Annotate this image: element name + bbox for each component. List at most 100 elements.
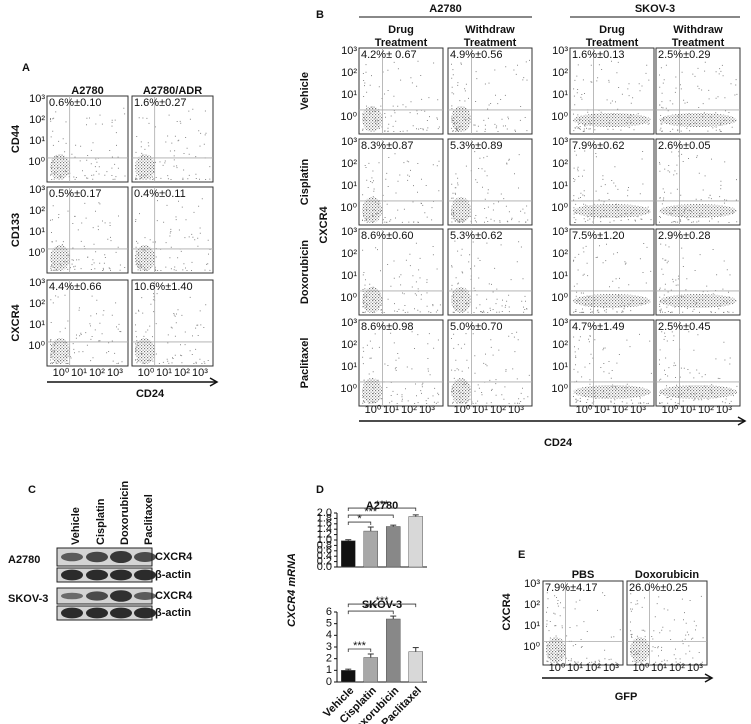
y-tick-label: 10² <box>29 205 45 217</box>
panel-label: D <box>316 484 324 496</box>
y-tick-label: 1.0 <box>317 534 332 546</box>
column-header: A2780/ADR <box>143 85 202 97</box>
y-tick-label: 10⁰ <box>340 202 357 214</box>
y-tick-label: 1.8 <box>317 512 332 524</box>
y-tick-label: 10¹ <box>29 226 45 238</box>
cell-cloud <box>135 154 155 180</box>
blot-band <box>134 569 156 581</box>
y-axis-label: CXCR4 <box>501 592 513 630</box>
y-tick-label: 3 <box>326 641 332 653</box>
x-tick-label: 10⁰ <box>53 367 70 379</box>
bar <box>386 526 401 568</box>
cell-cloud <box>451 106 471 132</box>
row-label: Doxorubicin <box>299 240 311 304</box>
row-label: CD133 <box>10 213 22 247</box>
percentage-label: 0.6%±0.10 <box>49 97 102 109</box>
x-tick-label: 10² <box>174 367 190 379</box>
y-tick-label: 0.4 <box>317 550 332 562</box>
significance-bracket <box>347 610 394 615</box>
percentage-label: 2.5%±0.29 <box>658 49 711 61</box>
y-tick-label: 10⁰ <box>523 641 540 653</box>
group-header: A2780 <box>429 3 461 15</box>
percentage-label: 5.0%±0.70 <box>450 321 503 333</box>
y-tick-label: 10³ <box>29 93 45 105</box>
bar <box>408 651 423 683</box>
x-tick-label: 10⁰ <box>454 404 471 416</box>
significance-label: *** <box>364 602 378 614</box>
x-tick-label: 10² <box>612 404 628 416</box>
blot-band <box>134 607 156 619</box>
cell-cloud <box>451 378 471 404</box>
scatter-dots <box>362 242 441 313</box>
column-header: Drug <box>599 24 625 36</box>
y-tick-label: 0.2 <box>317 556 332 568</box>
y-axis-label: CXCR4 mRNA <box>286 553 298 627</box>
bar <box>341 670 356 683</box>
y-tick-label: 10⁰ <box>551 202 568 214</box>
y-tick-label: 5 <box>326 618 332 630</box>
bar <box>386 618 401 683</box>
y-tick-label: 10³ <box>552 136 568 148</box>
y-tick-label: 10¹ <box>552 270 568 282</box>
x-tick-label: 10⁰ <box>633 662 650 674</box>
percentage-label: 10.6%±1.40 <box>134 281 193 293</box>
x-tick-label: 10² <box>585 662 601 674</box>
y-axis-label: CXCR4 <box>318 205 330 243</box>
column-header: Treatment <box>672 37 725 49</box>
x-tick-label: 10³ <box>508 404 524 416</box>
percentage-label: 8.6%±0.60 <box>361 230 414 242</box>
row-label: Paclitaxel <box>299 338 311 389</box>
cell-cloud <box>573 385 651 399</box>
y-tick-label: 0.6 <box>317 545 332 557</box>
y-tick-label: 10² <box>524 599 540 611</box>
x-tick-label: 10³ <box>716 404 732 416</box>
column-header: Treatment <box>464 37 517 49</box>
column-header: A2780 <box>71 85 103 97</box>
axis-arrow <box>209 377 219 387</box>
cell-cloud <box>451 287 471 313</box>
row-label: Cisplatin <box>299 158 311 205</box>
row-label: Vehicle <box>299 72 311 110</box>
x-axis-label: CD24 <box>544 437 573 449</box>
cell-cloud <box>451 197 471 223</box>
y-tick-label: 10² <box>29 298 45 310</box>
cell-line-label: A2780 <box>8 554 40 566</box>
y-tick-label: 2 <box>326 653 332 665</box>
cell-cloud <box>659 204 737 218</box>
y-tick-label: 10¹ <box>29 319 45 331</box>
significance-label: *** <box>353 640 367 652</box>
y-tick-label: 0.0 <box>317 561 332 573</box>
significance-bracket <box>347 603 417 608</box>
x-tick-label: 10² <box>89 367 105 379</box>
y-tick-label: 10² <box>552 339 568 351</box>
x-tick-label: 10¹ <box>651 662 667 674</box>
y-tick-label: 10⁰ <box>28 340 45 352</box>
cell-cloud <box>573 204 651 218</box>
y-tick-label: 10³ <box>341 317 357 329</box>
column-header: Withdraw <box>673 24 723 36</box>
column-header: Drug <box>388 24 414 36</box>
cell-cloud <box>50 338 70 364</box>
blot-band <box>61 569 83 581</box>
y-tick-label: 10⁰ <box>551 111 568 123</box>
percentage-label: 5.3%±0.89 <box>450 140 503 152</box>
cell-cloud <box>50 154 70 180</box>
cell-cloud <box>50 245 70 271</box>
significance-bracket <box>347 514 394 519</box>
axis-arrow <box>704 673 714 683</box>
bar <box>363 530 378 568</box>
y-tick-label: 2.0 <box>317 507 332 519</box>
lane-label: Paclitaxel <box>143 494 155 545</box>
y-tick-label: 1.4 <box>317 523 332 535</box>
percentage-label: 8.6%±0.98 <box>361 321 414 333</box>
y-tick-label: 10² <box>341 339 357 351</box>
x-tick-label: 10¹ <box>71 367 87 379</box>
x-tick-label: 10¹ <box>567 662 583 674</box>
percentage-label: 1.6%±0.27 <box>134 97 187 109</box>
y-tick-label: 10³ <box>341 136 357 148</box>
percentage-label: 2.6%±0.05 <box>658 140 711 152</box>
blot-band <box>110 569 132 581</box>
percentage-label: 2.9%±0.28 <box>658 230 711 242</box>
band-label: CXCR4 <box>155 551 193 563</box>
cell-cloud <box>362 106 382 132</box>
